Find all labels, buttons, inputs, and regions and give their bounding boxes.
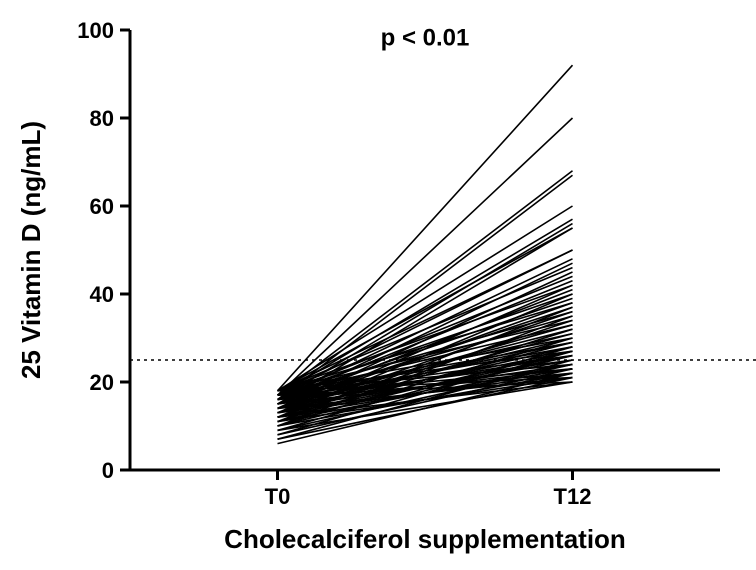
x-tick-label: T12 bbox=[554, 484, 592, 509]
y-tick-label: 100 bbox=[77, 18, 114, 43]
chart-svg: 0 20 40 60 80 100 T0 T12 25 Vitamin D (ng/mL) Cho… bbox=[0, 0, 756, 570]
p-value-annotation: p < 0.01 bbox=[381, 25, 470, 52]
y-tick-label: 20 bbox=[90, 370, 114, 395]
data-series bbox=[278, 65, 573, 443]
chart-container: 0 20 40 60 80 100 T0 T12 25 Vitamin D (ng/mL) Cho… bbox=[0, 0, 756, 570]
y-tick-label: 60 bbox=[90, 194, 114, 219]
data-line bbox=[278, 65, 573, 391]
y-axis-title: 25 Vitamin D (ng/mL) bbox=[16, 121, 46, 379]
y-tick-label: 80 bbox=[90, 106, 114, 131]
x-axis-title: Cholecalciferol supplementation bbox=[224, 524, 626, 554]
y-tick-label: 0 bbox=[102, 458, 114, 483]
x-tick-label: T0 bbox=[265, 484, 291, 509]
y-tick-label: 40 bbox=[90, 282, 114, 307]
